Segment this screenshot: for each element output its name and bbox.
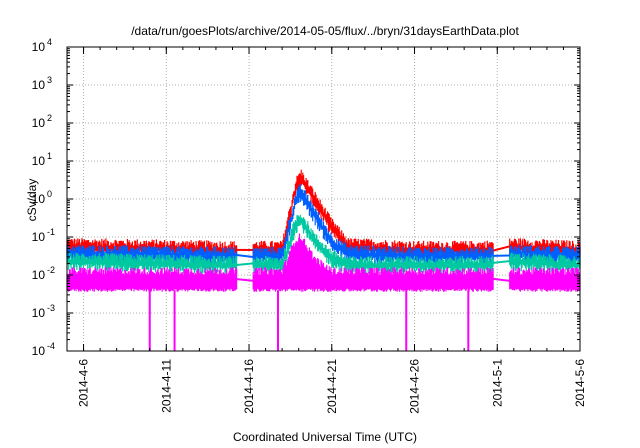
series-noise (509, 252, 581, 275)
x-ticks: 2014-4-6 2014-4-11 2014-4-16 2014-4-21 2014-… (66, 47, 587, 414)
x-tick-label: 2014-5-6 (573, 359, 587, 407)
gap-bridge (493, 277, 510, 282)
y-axis-label: cSv/day (25, 179, 39, 222)
gap-bridge (236, 262, 254, 267)
plot-frame (66, 46, 581, 352)
y-tick-label: 10 (32, 116, 46, 130)
y-tick-exponent: -2 (47, 265, 55, 275)
y-tick-label: 10 (32, 40, 46, 54)
x-tick-label: 2014-4-16 (242, 359, 256, 414)
y-tick-label: 10 (32, 306, 46, 320)
gap-bridge (493, 260, 510, 264)
y-tick-exponent: 1 (47, 151, 52, 161)
series-line (66, 184, 581, 266)
y-tick-exponent: 4 (47, 37, 52, 47)
y-tick-label: 10 (32, 268, 46, 282)
gap-bridge (236, 254, 254, 258)
x-axis-label: Coordinated Universal Time (UTC) (233, 430, 417, 444)
x-tick-label: 2014-4-26 (408, 359, 422, 414)
x-tick-label: 2014-4-6 (77, 359, 91, 407)
grid (67, 47, 580, 351)
series-line (66, 169, 581, 260)
chart-title: /data/run/goesPlots/archive/2014-05-05/f… (131, 24, 519, 38)
y-tick-exponent: -4 (47, 341, 55, 351)
x-tick-label: 2014-4-11 (159, 359, 173, 413)
y-tick-exponent: 0 (47, 189, 52, 199)
gap-bridge (236, 278, 254, 282)
y-tick-label: 10 (32, 344, 46, 358)
y-tick-exponent: 2 (47, 113, 52, 123)
y-tick-label: 10 (32, 192, 46, 206)
series-line (66, 233, 581, 292)
gap-bridge (492, 245, 510, 252)
y-tick-exponent: 3 (47, 75, 52, 85)
y-tick-label: 10 (32, 78, 46, 92)
y-tick-label: 10 (32, 230, 46, 244)
x-tick-label: 2014-4-21 (325, 359, 339, 414)
series-noise (252, 184, 494, 266)
series-noise (252, 214, 494, 275)
data-layer (66, 169, 581, 351)
x-tick-label: 2014-5-1 (490, 359, 504, 407)
y-tick-exponent: -3 (47, 303, 55, 313)
series-noise (252, 233, 494, 292)
y-tick-label: 10 (32, 154, 46, 168)
y-tick-exponent: -1 (47, 227, 55, 237)
series-noise (509, 267, 581, 292)
